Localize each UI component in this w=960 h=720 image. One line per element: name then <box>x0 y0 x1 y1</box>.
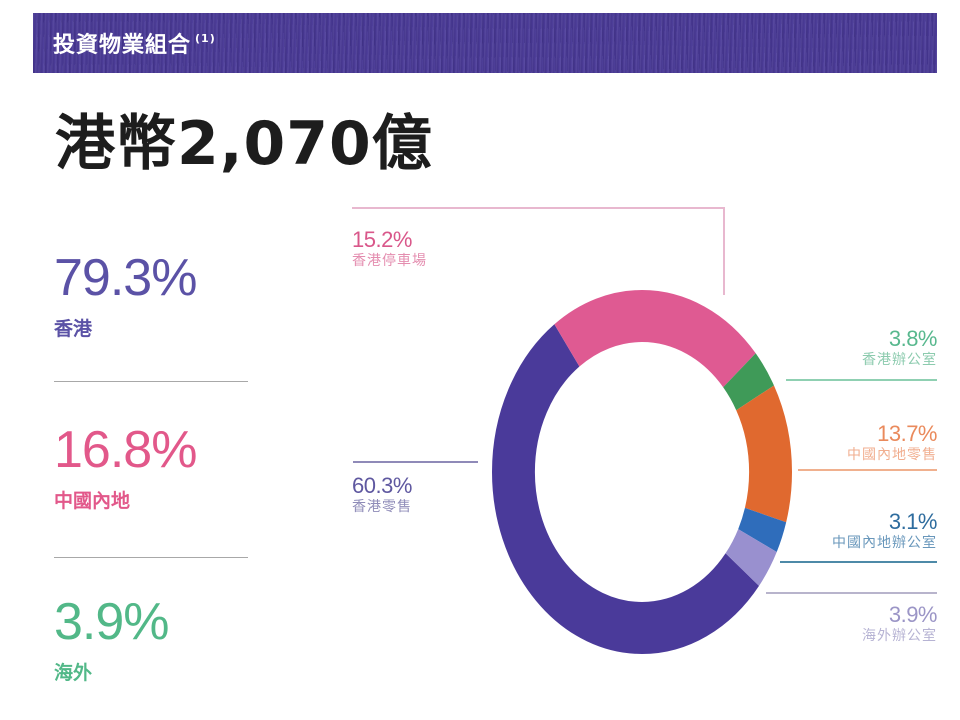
region-label: 香港 <box>54 318 93 340</box>
header-banner: 投資物業組合 (1) <box>33 13 937 73</box>
segment-pct: 3.8% <box>888 326 938 351</box>
segment-pct: 15.2% <box>352 227 412 252</box>
footnote-marker: (1) <box>195 32 216 45</box>
segment-hk-retail <box>492 290 792 654</box>
segment-label: 香港零售 <box>352 499 412 515</box>
segment-label: 中國內地辦公室 <box>832 535 937 551</box>
divider <box>54 557 248 558</box>
title-text: 投資物業組合 <box>53 33 192 58</box>
leader-line-overseas-office <box>766 592 937 594</box>
label-mainland-office: 3.1% 中國內地辦公室 <box>832 509 938 552</box>
region-pct: 3.9% <box>54 593 170 651</box>
segment-label: 香港辦公室 <box>862 352 937 368</box>
segment-pct: 3.9% <box>888 602 938 627</box>
region-label: 海外 <box>54 662 93 684</box>
segment-pct: 60.3% <box>352 473 412 498</box>
segment-mainland-retail <box>492 290 792 654</box>
page-title: 投資物業組合 (1) <box>53 27 216 59</box>
label-overseas-office: 3.9% 海外辦公室 <box>862 602 938 645</box>
segment-pct: 13.7% <box>877 421 937 446</box>
segment-label: 海外辦公室 <box>862 628 937 644</box>
region-hong-kong: 79.3% 香港 <box>54 250 254 341</box>
segment-label: 中國內地零售 <box>847 447 937 463</box>
leader-line-hk-retail <box>353 461 478 463</box>
divider <box>54 381 248 382</box>
leader-line-mainland-office <box>780 561 937 563</box>
total-value: 港幣2,070億 <box>55 109 433 179</box>
leader-line-hk-carpark-vertical <box>723 207 725 295</box>
label-hk-retail: 60.3% 香港零售 <box>352 474 412 516</box>
region-pct: 16.8% <box>54 421 197 479</box>
leader-line-mainland-retail <box>798 469 937 471</box>
label-hk-office: 3.8% 香港辦公室 <box>862 326 938 369</box>
leader-line-hk-office <box>786 379 937 381</box>
region-overseas: 3.9% 海外 <box>54 594 254 685</box>
segment-label: 香港停車場 <box>352 253 427 269</box>
region-pct: 79.3% <box>54 249 197 307</box>
region-label: 中國內地 <box>54 490 131 512</box>
region-mainland-china: 16.8% 中國內地 <box>54 422 254 513</box>
segment-hk-carpark <box>492 290 792 654</box>
label-mainland-retail: 13.7% 中國內地零售 <box>847 421 938 464</box>
leader-line-hk-carpark <box>352 207 725 209</box>
segment-pct: 3.1% <box>888 509 938 534</box>
label-hk-carpark: 15.2% 香港停車場 <box>352 228 427 270</box>
